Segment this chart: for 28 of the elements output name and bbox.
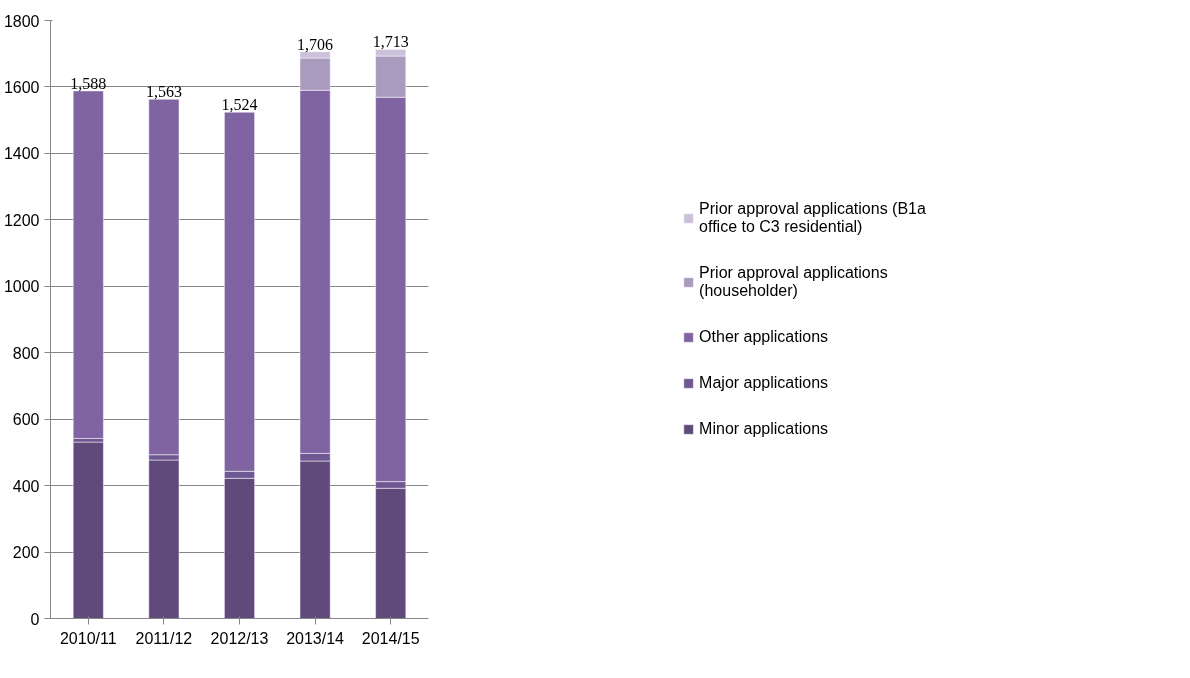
y-tick-label: 800 bbox=[12, 344, 40, 362]
legend-label: Minor applications bbox=[699, 420, 829, 438]
legend-label: Other applications bbox=[699, 328, 829, 346]
legend-label: Major applications bbox=[699, 374, 829, 392]
x-tick-label: 2013/14 bbox=[286, 629, 345, 647]
bar bbox=[72, 90, 104, 439]
total-label: 1,706 bbox=[297, 35, 334, 53]
bar bbox=[148, 459, 180, 619]
y-tick-label: 1400 bbox=[3, 145, 40, 163]
total-label: 1,524 bbox=[221, 96, 258, 114]
y-tick-label: 200 bbox=[12, 544, 40, 562]
x-tick-label: 2010/11 bbox=[59, 629, 117, 647]
y-tick-label: 0 bbox=[30, 610, 40, 628]
bar bbox=[72, 441, 104, 619]
y-tick-label: 1800 bbox=[3, 12, 40, 30]
y-tick-label: 1200 bbox=[3, 211, 40, 229]
y-tick-label: 1000 bbox=[3, 278, 40, 296]
total-label: 1,588 bbox=[70, 74, 107, 92]
x-tick-label: 2014/15 bbox=[361, 629, 420, 647]
legend-label: Prior approval applications (householder) bbox=[699, 264, 888, 300]
x-tick-label: 2012/13 bbox=[210, 629, 269, 647]
legend-label: Prior approval applications (B1a office to C3 residential) bbox=[699, 200, 926, 236]
total-label: 1,713 bbox=[372, 33, 409, 51]
x-tick-label: 2011/12 bbox=[135, 629, 193, 647]
total-label: 1,563 bbox=[145, 83, 182, 101]
y-tick-label: 1600 bbox=[3, 78, 40, 96]
y-tick-label: 400 bbox=[12, 477, 40, 495]
y-tick-label: 600 bbox=[12, 411, 40, 429]
